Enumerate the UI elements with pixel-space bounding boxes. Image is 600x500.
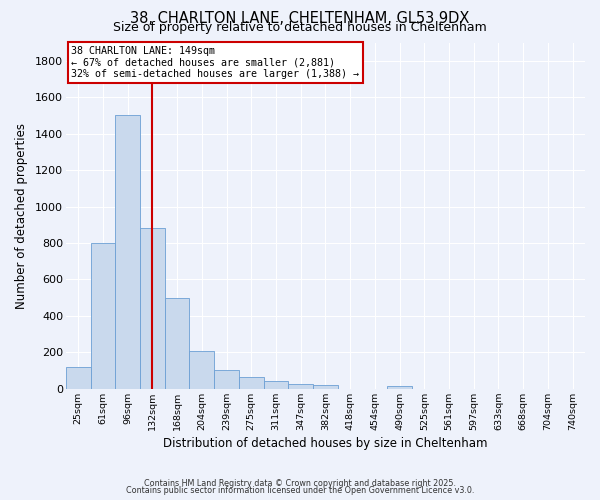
- Bar: [140, 228, 165, 389]
- Bar: [91, 243, 115, 389]
- Text: Contains HM Land Registry data © Crown copyright and database right 2025.: Contains HM Land Registry data © Crown c…: [144, 478, 456, 488]
- Bar: [313, 385, 338, 389]
- Bar: [263, 380, 289, 389]
- Bar: [214, 370, 239, 389]
- Text: 38, CHARLTON LANE, CHELTENHAM, GL53 9DX: 38, CHARLTON LANE, CHELTENHAM, GL53 9DX: [130, 11, 470, 26]
- Bar: [115, 116, 140, 389]
- Bar: [165, 298, 190, 389]
- Y-axis label: Number of detached properties: Number of detached properties: [15, 122, 28, 308]
- Text: Size of property relative to detached houses in Cheltenham: Size of property relative to detached ho…: [113, 22, 487, 35]
- X-axis label: Distribution of detached houses by size in Cheltenham: Distribution of detached houses by size …: [163, 437, 488, 450]
- Bar: [239, 377, 263, 389]
- Bar: [387, 386, 412, 389]
- Bar: [190, 350, 214, 389]
- Bar: [289, 384, 313, 389]
- Text: Contains public sector information licensed under the Open Government Licence v3: Contains public sector information licen…: [126, 486, 474, 495]
- Bar: [66, 367, 91, 389]
- Text: 38 CHARLTON LANE: 149sqm
← 67% of detached houses are smaller (2,881)
32% of sem: 38 CHARLTON LANE: 149sqm ← 67% of detach…: [71, 46, 359, 79]
